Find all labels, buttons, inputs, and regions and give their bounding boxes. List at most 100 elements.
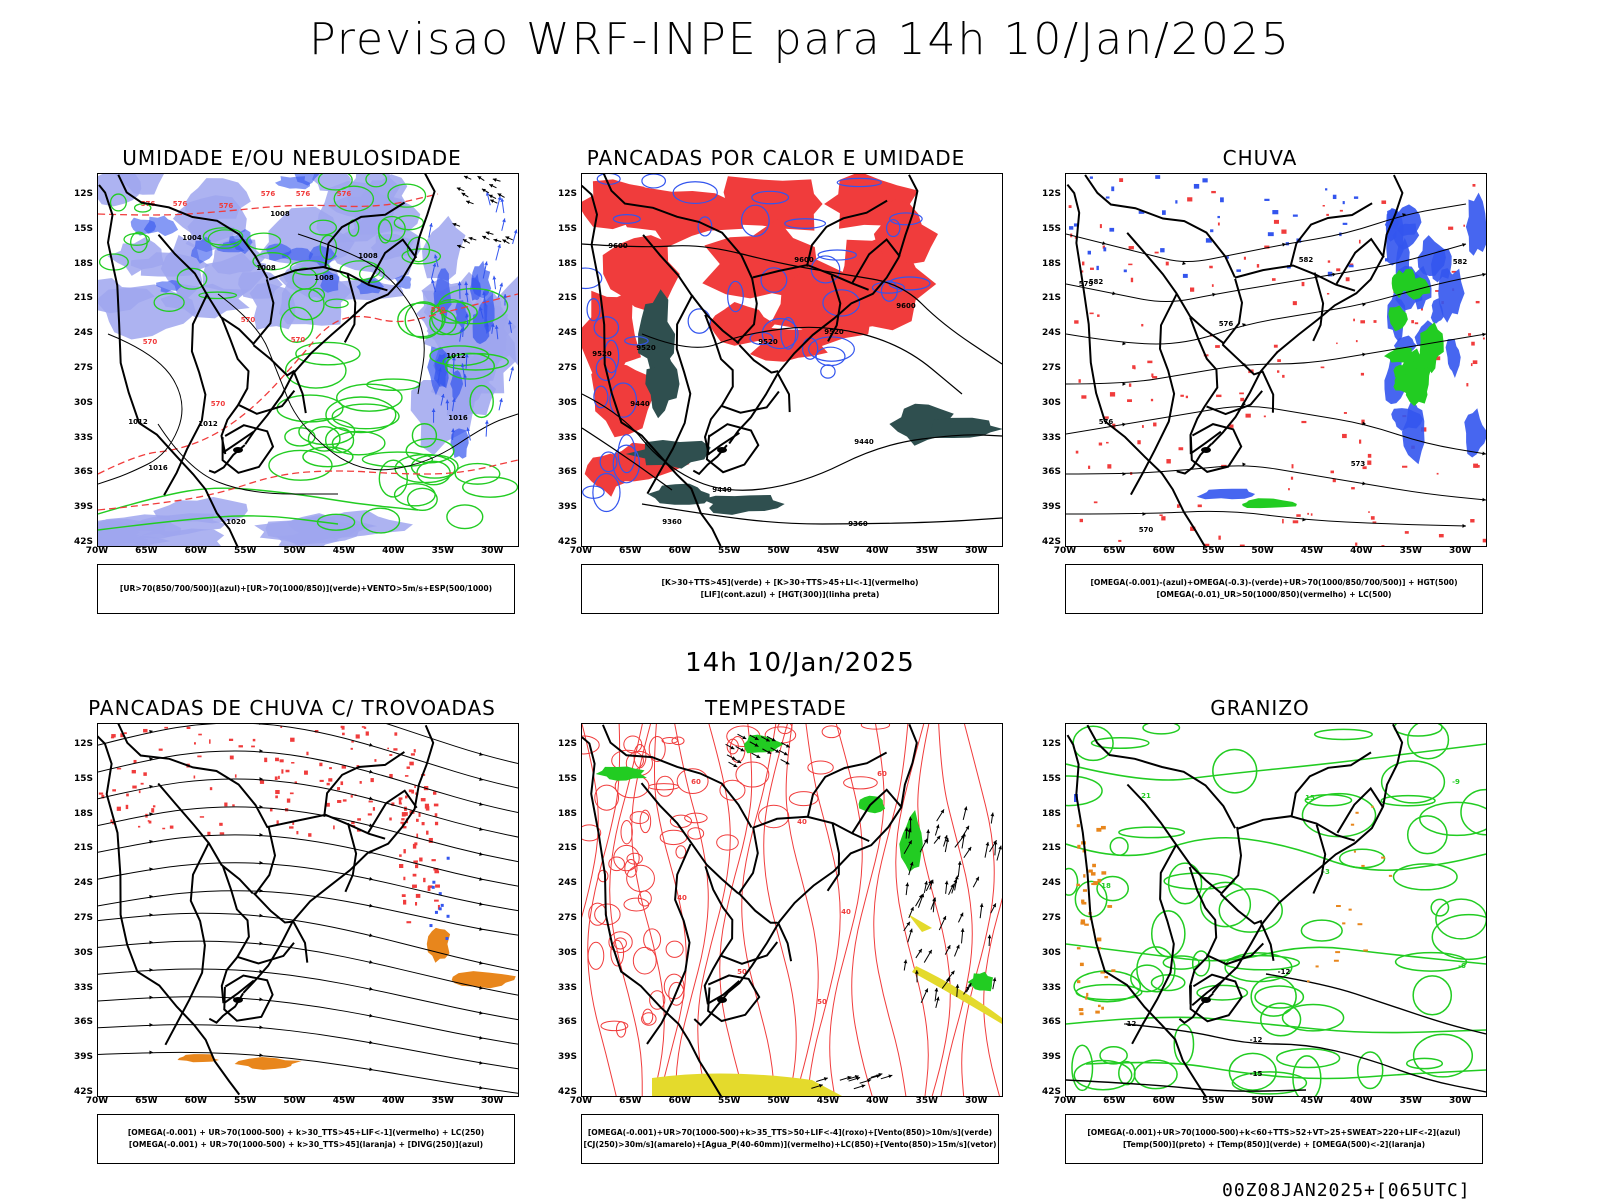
streamline-arrow	[259, 805, 263, 809]
rain-area-omega-ur50	[1118, 540, 1121, 542]
streamline-arrow	[259, 889, 263, 893]
contour-label: 1004	[182, 234, 202, 242]
rain-area-omega-ur50	[1307, 513, 1309, 515]
storm-area-red	[117, 807, 121, 811]
storm-area-red	[194, 776, 196, 779]
panel-title: CHUVA	[1025, 146, 1495, 170]
contour-label: 15	[1305, 794, 1315, 802]
contour-label: 570	[291, 336, 306, 344]
storm-area-red	[139, 790, 141, 793]
storm-area-red	[337, 800, 341, 803]
storm-area-red	[399, 854, 402, 856]
latitude-tick: 18S	[549, 809, 577, 819]
legend-line: [OMEGA(-0.001)-(azul)+OMEGA(-0.3)-(verde…	[1090, 577, 1457, 589]
rain-area-omega-ur50	[1361, 373, 1364, 376]
omega-500-area	[1389, 875, 1392, 877]
rain-area-omega-ur50	[1187, 197, 1192, 201]
storm-area-red	[138, 826, 140, 828]
rain-area-omega-ur50	[1088, 466, 1090, 469]
run-timestamp: 00Z08JAN2025+[065UTC]	[1222, 1180, 1471, 1201]
wind-vector-head	[493, 239, 497, 243]
rain-area-omega	[1464, 408, 1486, 457]
streamline-arrow	[1102, 241, 1106, 245]
panel-title: UMIDADE E/OU NEBULOSIDADE	[57, 146, 527, 170]
temp-850-contour	[1413, 976, 1451, 1015]
storm-area-red	[404, 812, 408, 816]
contour-label: 576	[337, 190, 352, 198]
latitude-tick: 39S	[65, 502, 93, 512]
precipitable-water-contour	[688, 828, 704, 839]
storm-area-red	[343, 799, 347, 801]
latitude-tick: 24S	[1033, 328, 1061, 338]
rain-area-omega-ur50	[1147, 361, 1152, 364]
storm-area-red	[373, 807, 375, 811]
contour-label: -12	[1250, 1036, 1263, 1044]
wind-vector-head	[936, 997, 940, 1001]
latitude-tick: 36S	[549, 1017, 577, 1027]
precipitable-water-contour	[822, 726, 841, 738]
contour-label: 9440	[854, 438, 874, 446]
storm-area-red	[435, 822, 438, 825]
lifted-index-contour	[642, 174, 666, 188]
rain-area-omega-ur50	[1344, 412, 1347, 414]
humidity-core	[472, 261, 492, 299]
rain-area-omega-ur50	[1435, 290, 1439, 292]
rain-area-omega-ur50	[1472, 184, 1475, 187]
rain-area-omega-ur50	[1291, 477, 1293, 480]
precipitable-water-contour	[656, 776, 673, 796]
storm-area-red	[264, 758, 267, 762]
rain-area-omega-ur50	[1074, 320, 1078, 323]
rain-area-omega-ur50	[1080, 519, 1083, 522]
longitude-tick: 40W	[860, 1096, 894, 1106]
precipitable-water-contour	[852, 724, 884, 1096]
political-border	[118, 724, 267, 827]
omega-500-area	[1080, 963, 1084, 966]
omega-500-area	[1354, 851, 1356, 853]
humidity-contour-1000-850	[285, 428, 315, 446]
storm-area-red	[290, 792, 294, 794]
storm-area-red	[253, 739, 256, 741]
storm-area-red	[164, 727, 168, 729]
latitude-tick: 18S	[1033, 809, 1061, 819]
longitude-tick: 50W	[1246, 1096, 1280, 1106]
wind-vector-head	[484, 261, 488, 265]
streamline-500	[1066, 511, 1466, 526]
political-border	[1223, 345, 1263, 375]
storm-area-red	[435, 884, 440, 887]
divergence-250	[439, 907, 442, 910]
temp-850-contour	[1066, 838, 1486, 871]
latitude-tick: 30S	[549, 948, 577, 958]
temp-850-contour	[1066, 944, 1486, 964]
longitude-tick: 35W	[426, 1096, 460, 1106]
storm-area-red	[197, 756, 201, 758]
storm-area-red	[210, 787, 212, 790]
omega-500-area	[1098, 1005, 1101, 1007]
political-border	[1207, 391, 1263, 414]
precipitable-water-contour	[918, 724, 950, 1096]
latitude-tick: 30S	[65, 398, 93, 408]
rain-area-omega-ur50	[1161, 516, 1165, 520]
longitude-tick: 60W	[179, 1096, 213, 1106]
storm-area-red	[415, 902, 417, 906]
contour-label: 9440	[630, 400, 650, 408]
storm-area-red	[405, 796, 408, 799]
storm-area-red	[126, 794, 129, 797]
rain-area-omega	[1155, 175, 1160, 179]
storm-area-red	[275, 790, 279, 794]
rain-area-omega-ur50	[1212, 284, 1214, 287]
longitude-tick: 55W	[228, 546, 262, 556]
storm-area-red	[290, 738, 294, 742]
longitude-tick: 65W	[613, 1096, 647, 1106]
rain-area-omega	[1069, 226, 1073, 230]
panel-title: GRANIZO	[1025, 696, 1495, 720]
storm-area-red	[403, 877, 405, 880]
streamline-arrow	[149, 996, 153, 1000]
wind-vector-head	[499, 283, 503, 287]
rain-area-omega	[1096, 266, 1098, 270]
latitude-tick: 12S	[549, 739, 577, 749]
temp-850-contour	[1152, 911, 1185, 957]
rain-area-omega-ur50	[1402, 466, 1407, 468]
political-border	[222, 866, 249, 1003]
precipitable-water-contour	[666, 941, 683, 957]
